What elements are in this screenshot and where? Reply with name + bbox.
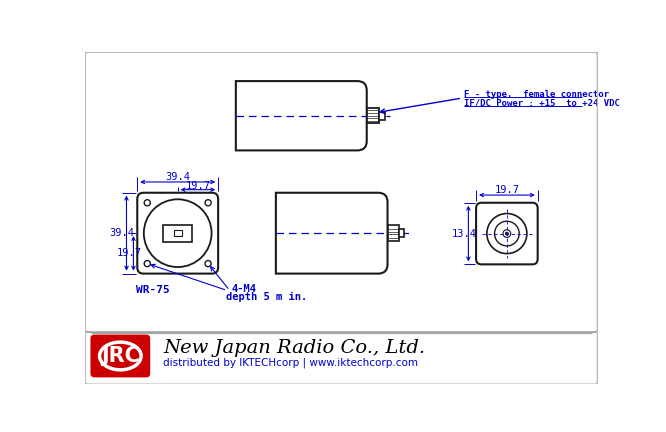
FancyBboxPatch shape [137,193,218,273]
Text: New Japan Radio Co., Ltd.: New Japan Radio Co., Ltd. [163,339,426,357]
FancyBboxPatch shape [92,336,149,376]
PathPatch shape [276,193,388,273]
Text: distributed by IKTECHcorp | www.iktechcorp.com: distributed by IKTECHcorp | www.iktechco… [163,358,418,368]
Bar [388,226,399,241]
Text: 13.4: 13.4 [452,229,476,238]
Text: 39.4: 39.4 [165,172,190,182]
Text: IF/DC Power : +15  to +24 VDC: IF/DC Power : +15 to +24 VDC [464,98,619,107]
Text: depth 5 m in.: depth 5 m in. [226,292,307,302]
FancyBboxPatch shape [476,203,537,264]
Bar [163,225,192,241]
Text: F - type,  female connector: F - type, female connector [464,90,609,98]
Bar [367,108,379,124]
Text: WR-75: WR-75 [136,285,169,295]
Bar [174,230,182,236]
Text: 19.7: 19.7 [494,185,519,195]
Text: JRC: JRC [101,346,140,366]
Text: 19.7: 19.7 [185,181,210,191]
Circle shape [505,232,508,235]
Text: 19.7: 19.7 [117,248,141,258]
Text: 4-M4: 4-M4 [231,284,256,294]
Bar [379,112,385,120]
Text: 39.4: 39.4 [109,228,135,238]
Bar [399,229,404,237]
PathPatch shape [236,81,367,150]
